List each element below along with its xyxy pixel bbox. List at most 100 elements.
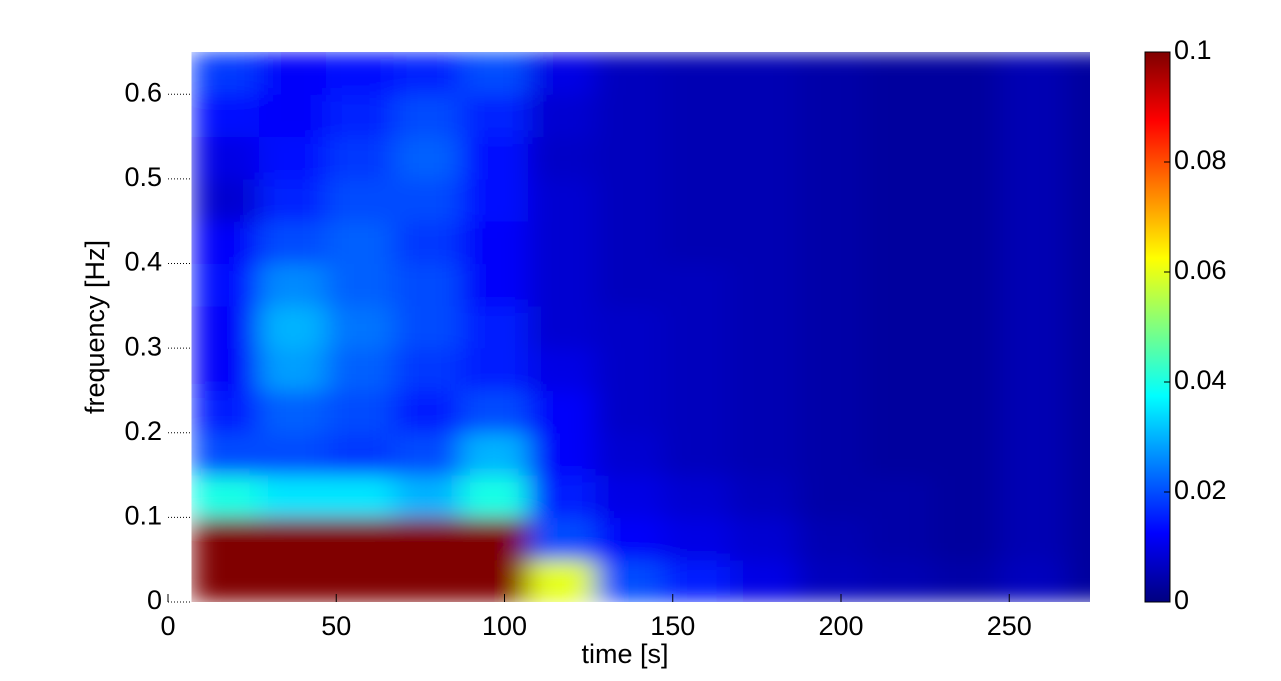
heat-cell: [729, 178, 798, 222]
y-tick-label: 0.3: [124, 331, 162, 361]
heat-cell: [999, 178, 1067, 222]
heat-cell: [662, 52, 731, 95]
heat-cell: [595, 263, 664, 307]
heat-cell: [393, 178, 462, 222]
heat-cell: [864, 348, 933, 391]
heat-cell: [999, 94, 1067, 138]
heat-cell: [797, 305, 866, 349]
heat-cell: [326, 94, 394, 138]
heat-cell: [999, 136, 1067, 180]
heat-cell: [393, 221, 462, 265]
y-tick-label: 0.1: [124, 501, 162, 531]
heat-cell: [595, 305, 664, 349]
heat-cell: [729, 221, 798, 265]
heat-cell: [797, 221, 866, 265]
heat-cell: [528, 348, 596, 391]
heat-cell: [729, 390, 798, 434]
heat-cell: [460, 475, 529, 518]
heat-cell: [1066, 136, 1090, 180]
heat-cell: [595, 178, 664, 222]
heat-cell: [797, 52, 866, 95]
heat-cell: [1066, 94, 1090, 138]
heat-cell: [528, 263, 596, 307]
heat-cell: [1066, 263, 1090, 307]
heat-cell: [864, 517, 933, 561]
heat-cell: [729, 94, 798, 138]
x-tick-label: 50: [321, 611, 351, 641]
heat-cell: [999, 475, 1067, 518]
colorbar-tick-label: 0: [1174, 585, 1189, 615]
heat-cell: [258, 348, 327, 391]
heat-cell: [528, 94, 596, 138]
heat-cell: [258, 263, 327, 307]
heat-cell: [797, 475, 866, 518]
heat-cell: [662, 475, 731, 518]
heat-cell: [393, 263, 462, 307]
heat-cell: [864, 305, 933, 349]
x-axis-label: time [s]: [581, 639, 668, 669]
heat-cell: [797, 390, 866, 434]
heat-cell: [326, 136, 394, 180]
heat-cell: [393, 432, 462, 476]
heat-cell: [662, 94, 731, 138]
heat-cell: [797, 559, 866, 602]
heat-cell: [595, 432, 664, 476]
heat-cell: [1066, 432, 1090, 476]
heat-cell: [258, 390, 327, 434]
heat-cell: [393, 136, 462, 180]
heat-cell: [191, 348, 260, 391]
heat-cell: [729, 263, 798, 307]
heat-cell: [999, 517, 1067, 561]
heat-cell: [528, 178, 596, 222]
heat-cell: [258, 178, 327, 222]
y-tick-label: 0.5: [124, 162, 162, 192]
heat-cell: [393, 559, 462, 602]
heat-cell: [528, 221, 596, 265]
heat-cell: [931, 221, 1000, 265]
heat-cell: [662, 390, 731, 434]
heat-cell: [999, 559, 1067, 602]
heat-cell: [191, 178, 260, 222]
heat-cell: [1066, 348, 1090, 391]
heat-cell: [931, 94, 1000, 138]
heat-cell: [662, 221, 731, 265]
heat-cell: [1066, 221, 1090, 265]
heat-cell: [595, 390, 664, 434]
heat-cell: [864, 178, 933, 222]
x-tick-label: 150: [650, 611, 695, 641]
heat-cell: [191, 559, 260, 602]
x-tick-label: 0: [160, 611, 175, 641]
heat-cell: [191, 305, 260, 349]
heat-cell: [595, 475, 664, 518]
heat-cell: [864, 52, 933, 95]
heat-cell: [460, 52, 529, 95]
heat-cell: [662, 348, 731, 391]
heat-cell: [662, 559, 731, 602]
x-tick-label: 200: [818, 611, 863, 641]
heat-cell: [191, 221, 260, 265]
heat-cell: [931, 136, 1000, 180]
heat-cell: [1066, 475, 1090, 518]
heat-cell: [931, 517, 1000, 561]
heat-cell: [393, 52, 462, 95]
heat-cell: [999, 432, 1067, 476]
heat-cell: [797, 136, 866, 180]
y-tick-label: 0.6: [124, 77, 162, 107]
heat-cell: [662, 136, 731, 180]
heat-cell: [326, 559, 394, 602]
heat-cell: [729, 348, 798, 391]
heat-cell: [460, 432, 529, 476]
plot-area: [191, 52, 1090, 602]
heat-cell: [595, 348, 664, 391]
heat-cell: [797, 348, 866, 391]
heat-cell: [931, 390, 1000, 434]
heat-cell: [999, 305, 1067, 349]
heat-cell: [528, 390, 596, 434]
heat-cell: [393, 94, 462, 138]
heat-cell: [460, 559, 529, 602]
heat-cell: [662, 432, 731, 476]
heat-cell: [729, 52, 798, 95]
heat-cell: [729, 305, 798, 349]
heat-cell: [191, 432, 260, 476]
